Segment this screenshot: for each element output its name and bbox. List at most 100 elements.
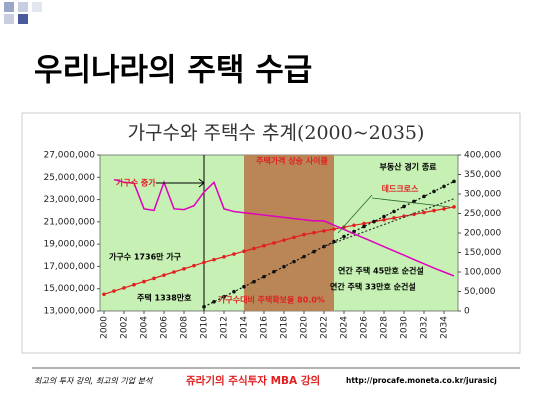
series-marker [352,229,356,234]
y2-tick-label: 0 [464,307,470,317]
annotation: 부동산 경기 종료 [379,162,437,172]
y2-tick-label: 350,000 [464,170,501,180]
series-marker [262,243,266,248]
footer-left: 최고의 투자 강의, 최고의 기업 분석 [34,377,154,386]
series-marker [382,214,386,219]
y-tick-label: 27,000,000 [43,151,95,161]
annotation: 데드크로스 [382,184,419,194]
series-marker [362,224,366,229]
annotation-arrow [337,194,451,234]
y-tick-label: 13,000,000 [43,307,95,317]
annotation: 가구수대비 주택확보율 80.0% [218,295,325,305]
chart-title: 가구수와 주택수 추계(2000~2035) [128,122,425,144]
series-marker [282,264,286,269]
series-marker [352,223,356,228]
x-tick-label: 2004 [140,316,150,339]
series-marker [222,255,226,259]
x-tick-label: 2010 [200,316,210,339]
series-marker [292,259,296,264]
y-tick-label: 15,000,000 [43,284,95,294]
series-marker [242,284,246,289]
annotation: 연간 주택 33만호 순건설 [330,282,416,292]
series-marker [162,273,166,277]
highlight-band [244,155,334,311]
series-marker [232,252,236,256]
y2-tick-label: 150,000 [464,248,501,258]
annotation: 주택가격 상승 사이클 [256,156,328,166]
x-tick-label: 2032 [420,316,430,339]
x-tick-label: 2034 [440,316,450,339]
x-tick-label: 2026 [360,316,370,339]
series-marker [212,299,216,304]
y2-tick-label: 250,000 [464,209,501,219]
slide-title: 우리나라의 주택 수급 [34,53,312,89]
x-tick-label: 2016 [260,316,270,339]
series-marker [432,208,436,213]
series-marker [422,194,426,199]
annotation-arrow [156,178,205,188]
decor [4,2,42,24]
x-tick-label: 2006 [160,316,170,339]
series-marker [452,205,456,209]
x-tick-label: 2022 [320,316,330,339]
footer-url: http://procafe.moneta.co.kr/jurasicj [346,376,497,385]
series-marker [252,246,256,251]
series-marker [272,269,276,274]
x-tick-label: 2028 [380,316,390,339]
y-tick-label: 17,000,000 [43,262,95,272]
series-marker [192,263,196,268]
series-line [113,178,455,277]
series-marker [312,249,316,254]
annotation: 주택 1338만호 [137,293,192,303]
x-tick-label: 2020 [300,316,310,339]
y2-tick-label: 400,000 [464,151,501,161]
series-marker [382,218,386,222]
footer-brand: 쥬라기의 주식투자 MBA 강의 [186,374,320,387]
x-tick-label: 2000 [100,316,110,339]
y-tick-label: 25,000,000 [43,173,95,183]
series-marker [302,254,306,259]
series-marker [292,235,296,240]
series-marker [282,238,286,242]
series-marker [422,210,426,215]
series-marker [202,304,206,309]
series-marker [222,294,226,299]
y-tick-label: 19,000,000 [43,240,95,250]
series-marker [342,225,346,230]
y-tick-label: 21,000,000 [43,217,95,227]
series-marker [112,289,116,293]
x-tick-label: 2030 [400,316,410,339]
y-tick-label: 23,000,000 [43,195,95,205]
series-marker [102,292,106,297]
series-marker [432,189,436,194]
series-marker [232,289,236,294]
series-marker [202,260,206,265]
y2-tick-label: 200,000 [464,229,501,239]
series-marker [442,207,446,211]
series-marker [322,229,326,233]
y2-tick-label: 50,000 [464,287,496,297]
series-marker [242,249,246,254]
y2-tick-label: 100,000 [464,268,501,278]
series-marker [332,239,336,244]
series-marker [142,279,146,284]
series-marker [392,209,396,214]
annotation: 가구수 증가 [116,178,156,188]
x-tick-label: 2018 [280,316,290,339]
series-marker [442,184,446,189]
x-tick-label: 2024 [340,316,350,339]
plot: 13,000,000 15,000,000 17,000,000 19,000,000… [43,151,501,339]
series-marker [252,279,256,284]
series-marker [452,179,456,184]
series-marker [272,241,276,245]
series-marker [342,234,346,239]
x-tick-label: 2014 [240,316,250,339]
series-marker [182,266,186,271]
series-marker [152,276,156,281]
series-marker [132,282,136,287]
series-marker [402,204,406,209]
annotation: 가구수 1736만 가구 [109,252,182,262]
series-marker [362,221,366,226]
series-marker [312,230,316,235]
series-marker [212,257,216,262]
